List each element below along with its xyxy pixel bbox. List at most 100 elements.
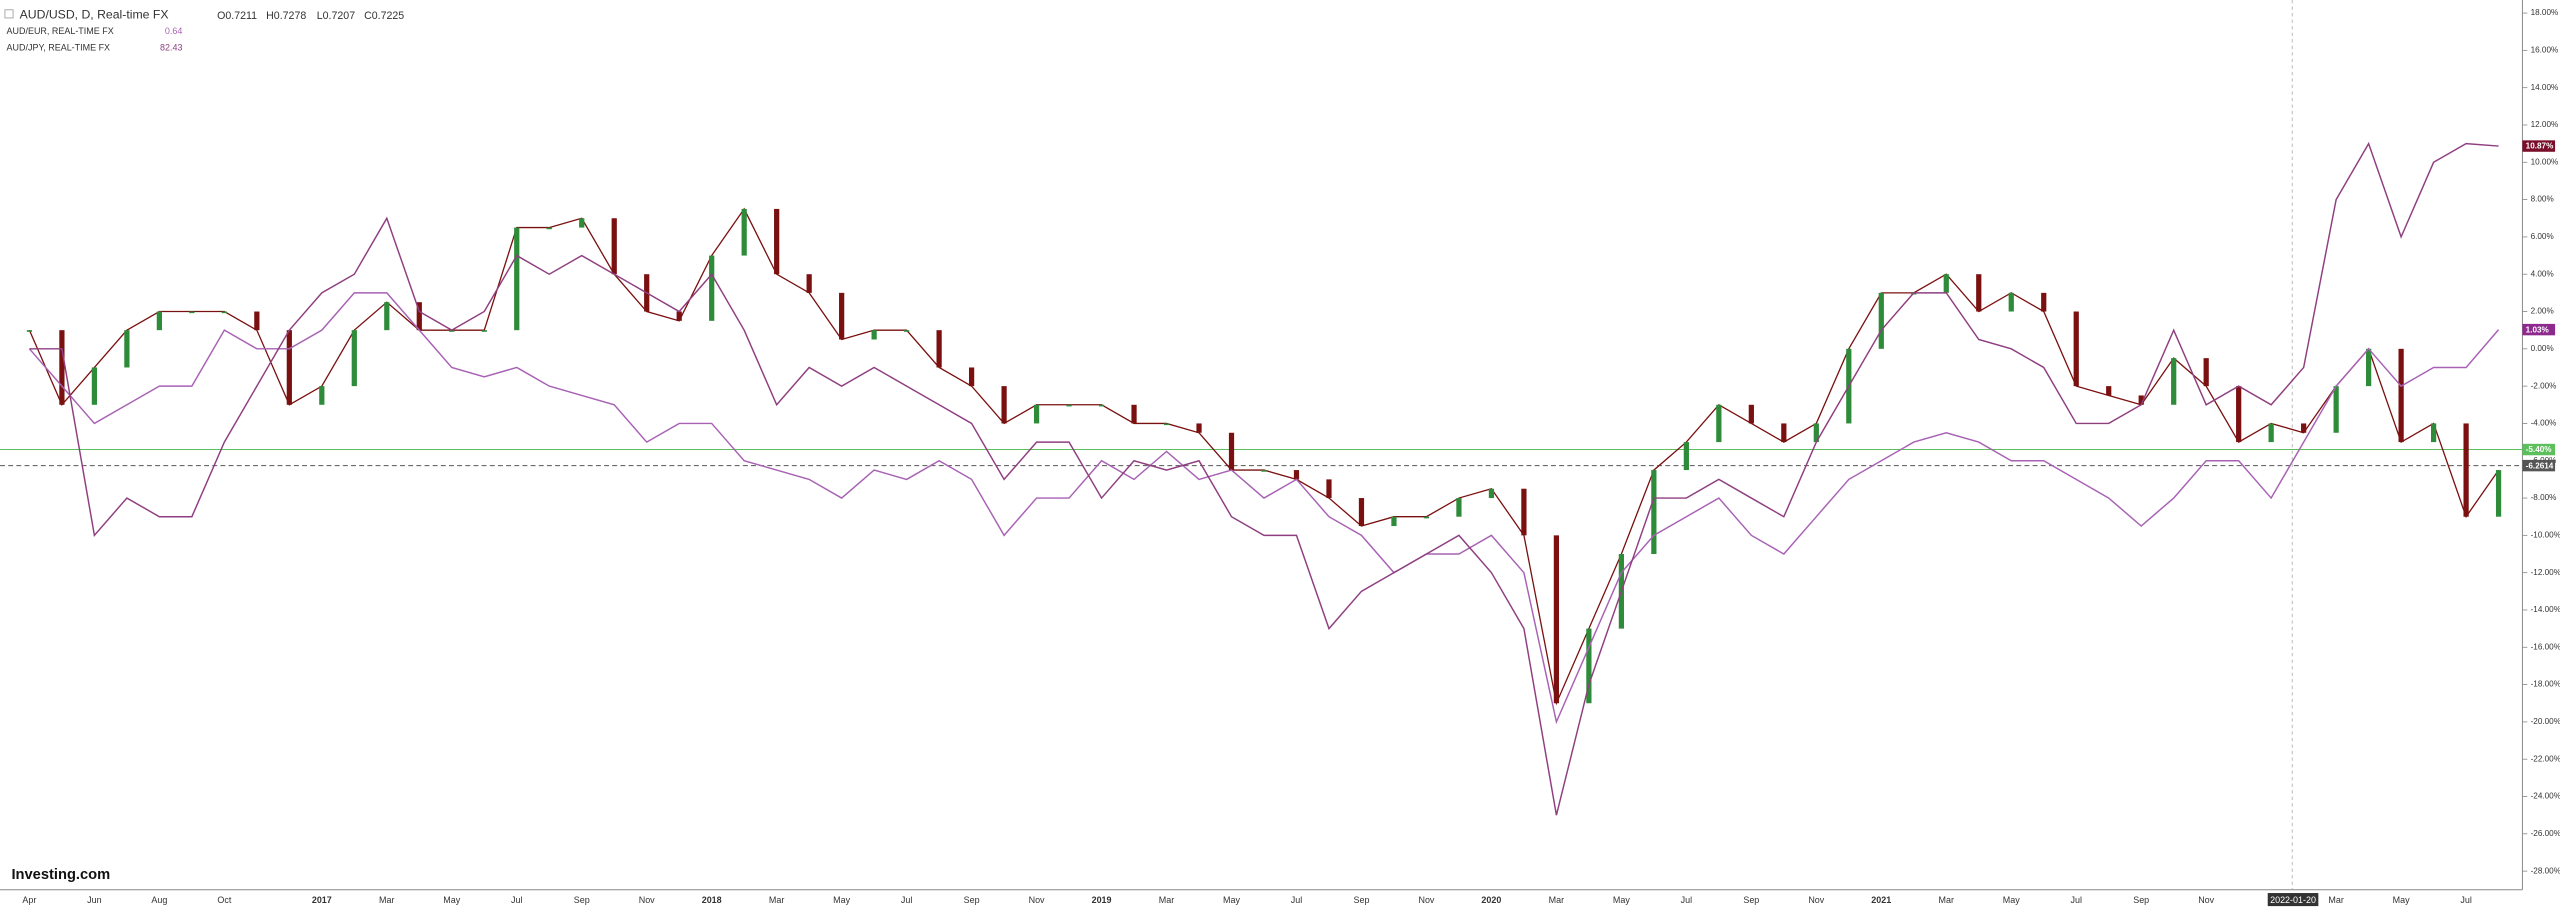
x-tick-label: Nov xyxy=(639,895,655,905)
x-tick-label: May xyxy=(833,895,850,905)
x-tick-label: Mar xyxy=(2328,895,2343,905)
y-tick-label: -8.00% xyxy=(2531,493,2557,502)
candle xyxy=(806,274,812,293)
candle xyxy=(904,330,910,332)
candle xyxy=(2236,386,2242,443)
candle xyxy=(189,311,195,314)
crosshair-badge xyxy=(2267,893,2319,907)
x-tick-label: Sep xyxy=(2133,895,2149,905)
x-tick-label: Oct xyxy=(217,895,231,905)
price-badge-label: 10.87% xyxy=(2526,142,2554,151)
x-tick-label: Jul xyxy=(1681,895,1692,905)
candle xyxy=(221,311,227,314)
y-tick-label: 8.00% xyxy=(2531,195,2554,204)
collapse-icon[interactable] xyxy=(4,9,14,19)
y-tick-label: 4.00% xyxy=(2531,269,2554,278)
candle xyxy=(384,302,390,331)
header-close: C0.7225 xyxy=(364,10,404,22)
candle xyxy=(2268,423,2274,443)
x-tick-label: May xyxy=(1223,895,1240,905)
candle xyxy=(2138,395,2144,405)
candle xyxy=(774,208,780,275)
x-tick-label: Jul xyxy=(1291,895,1302,905)
candle xyxy=(1813,423,1819,443)
candle xyxy=(2463,423,2469,517)
y-tick-label: 14.00% xyxy=(2531,83,2559,92)
candle xyxy=(2398,348,2404,443)
price-badge xyxy=(2522,459,2556,472)
candle xyxy=(1066,404,1072,407)
y-tick-label: -20.00% xyxy=(2531,717,2560,726)
candle xyxy=(839,292,845,340)
candle xyxy=(1358,498,1365,527)
y-tick-label: -14.00% xyxy=(2531,605,2560,614)
legend-entry: AUD/EUR, REAL-TIME FX xyxy=(7,26,114,36)
candle xyxy=(1261,470,1267,472)
candle xyxy=(1391,516,1397,527)
y-tick-label: 2.00% xyxy=(2531,307,2554,316)
candle xyxy=(2041,292,2047,312)
y-tick-label: 6.00% xyxy=(2531,232,2554,241)
x-tick-label: Mar xyxy=(1159,895,1174,905)
price-badge-label: 1.03% xyxy=(2526,325,2550,334)
candle xyxy=(1456,498,1462,517)
candle xyxy=(416,302,422,331)
candle xyxy=(1163,423,1170,426)
x-tick-label: Sep xyxy=(964,895,980,905)
candle xyxy=(1748,404,1754,424)
candle xyxy=(1326,479,1332,499)
candle xyxy=(1423,516,1430,519)
candle xyxy=(1521,488,1527,536)
candle xyxy=(514,227,520,331)
candle xyxy=(26,330,33,332)
y-tick-label: -16.00% xyxy=(2531,642,2560,651)
y-tick-label: 10.00% xyxy=(2531,157,2559,166)
candle xyxy=(2333,386,2339,433)
candle xyxy=(2495,470,2502,517)
candle xyxy=(59,330,65,405)
candle xyxy=(1781,423,1787,443)
candle xyxy=(1878,292,1884,349)
price-badge-label: -6.2614 xyxy=(2526,461,2554,470)
x-tick-label: Mar xyxy=(1939,895,1954,905)
candle xyxy=(1196,423,1202,433)
candle xyxy=(319,386,325,405)
x-tick-label: Mar xyxy=(379,895,394,905)
candle xyxy=(1228,432,1235,471)
candle xyxy=(1943,274,1949,293)
candle xyxy=(1586,628,1592,704)
y-tick-label: 0.00% xyxy=(2531,344,2554,353)
x-tick-label: Aug xyxy=(151,895,167,905)
candle xyxy=(2301,423,2307,433)
candle xyxy=(2171,358,2177,405)
series-line xyxy=(28,292,2500,725)
x-tick-label: May xyxy=(2393,895,2410,905)
candle xyxy=(936,330,942,368)
candle xyxy=(1033,404,1040,424)
x-tick-label: 2021 xyxy=(1871,895,1891,905)
x-tick-label: Sep xyxy=(1353,895,1369,905)
x-tick-label: Jul xyxy=(2460,895,2471,905)
y-tick-label: 12.00% xyxy=(2531,120,2559,129)
candle xyxy=(968,367,975,387)
x-tick-label: Apr xyxy=(22,895,36,905)
x-tick-label: Jul xyxy=(2070,895,2081,905)
candle xyxy=(1293,470,1300,480)
candle xyxy=(124,330,130,368)
x-tick-label: Jul xyxy=(901,895,912,905)
y-tick-label: 18.00% xyxy=(2531,8,2559,17)
candle xyxy=(546,227,552,230)
x-tick-label: Sep xyxy=(1743,895,1759,905)
candle xyxy=(709,255,715,321)
x-tick-label: Nov xyxy=(1418,895,1434,905)
x-tick-label: Nov xyxy=(1808,895,1824,905)
x-tick-label: May xyxy=(2003,895,2020,905)
candle xyxy=(2106,386,2112,396)
candle xyxy=(1131,404,1137,424)
candle xyxy=(351,330,357,387)
candle xyxy=(1553,535,1560,704)
candle xyxy=(1098,404,1105,407)
x-tick-label: Mar xyxy=(769,895,784,905)
y-tick-label: -24.00% xyxy=(2531,792,2560,801)
